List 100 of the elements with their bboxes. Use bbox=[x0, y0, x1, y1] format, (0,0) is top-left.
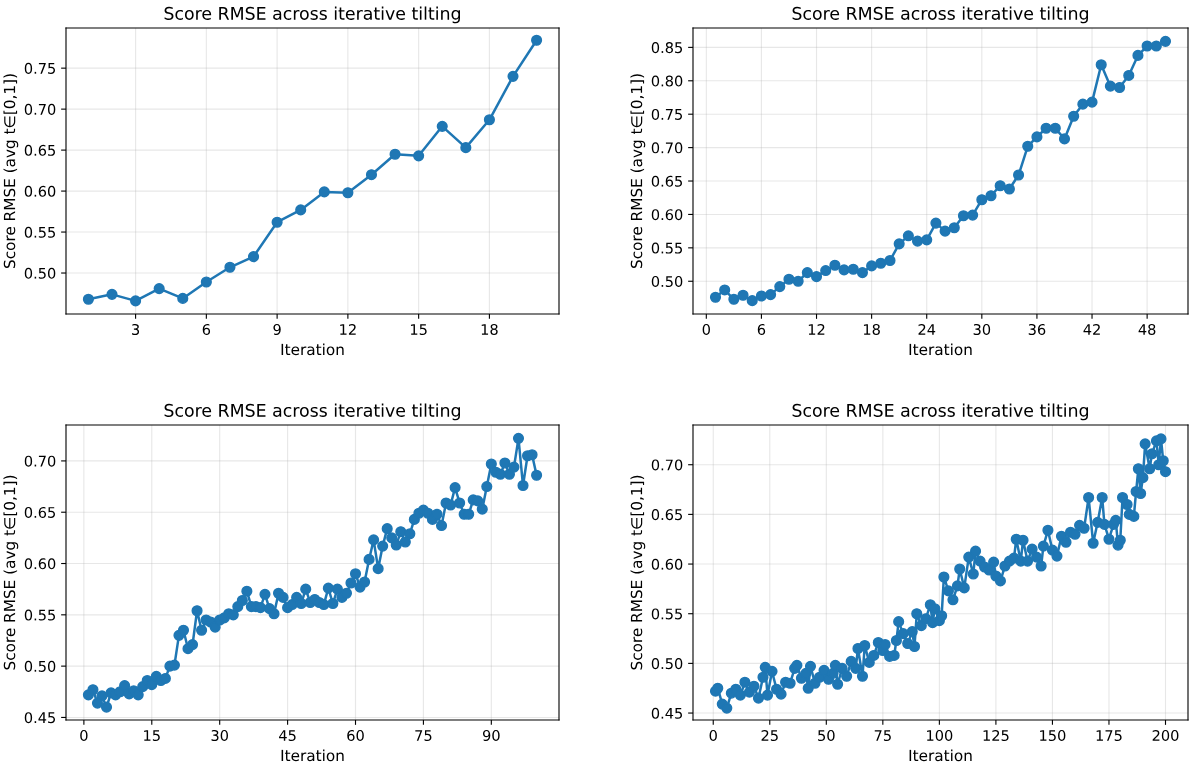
y-axis-title: Score RMSE (avg t∈[0,1]) bbox=[3, 74, 19, 269]
point bbox=[1086, 96, 1098, 108]
point bbox=[829, 259, 841, 271]
x-tick-label: 18 bbox=[481, 323, 498, 336]
point bbox=[1022, 140, 1034, 152]
y-tick-label: 0.85 bbox=[651, 42, 682, 54]
y-tick-label: 0.50 bbox=[24, 660, 56, 672]
point bbox=[224, 261, 236, 273]
y-tick-label: 0.60 bbox=[651, 558, 683, 570]
y-tick-label: 0.70 bbox=[24, 103, 56, 115]
chart-title: Score RMSE across iterative tilting bbox=[164, 403, 460, 421]
point bbox=[810, 271, 823, 283]
point bbox=[875, 257, 887, 269]
point bbox=[1040, 122, 1052, 134]
point bbox=[755, 290, 767, 302]
x-tick-label: 0 bbox=[80, 729, 88, 742]
point bbox=[1077, 98, 1089, 110]
point bbox=[994, 180, 1006, 192]
x-tick-label: 18 bbox=[863, 323, 880, 336]
x-tick-label: 200 bbox=[1152, 729, 1179, 742]
chart-title: Score RMSE across iterative tilting bbox=[792, 403, 1088, 421]
point bbox=[939, 225, 951, 237]
point bbox=[893, 238, 905, 250]
y-tick-label: 0.60 bbox=[651, 209, 683, 221]
point bbox=[1114, 81, 1126, 94]
x-tick-label: 175 bbox=[1096, 730, 1122, 742]
x-tick-label: 24 bbox=[918, 323, 936, 335]
y-tick-label: 0.65 bbox=[651, 509, 682, 521]
point bbox=[389, 148, 401, 160]
point bbox=[153, 283, 165, 295]
x-axis-title: Iteration bbox=[909, 343, 972, 356]
y-axis-title: Score RMSE (avg t∈[0,1]) bbox=[630, 475, 646, 670]
y-tick-label: 0.70 bbox=[651, 142, 683, 154]
point bbox=[792, 275, 804, 287]
point bbox=[483, 114, 495, 126]
point bbox=[976, 194, 988, 206]
point bbox=[1003, 183, 1015, 195]
y-tick-label: 0.45 bbox=[651, 707, 682, 719]
point bbox=[774, 281, 786, 293]
point bbox=[728, 293, 740, 305]
point bbox=[709, 291, 722, 303]
point bbox=[719, 284, 731, 296]
point bbox=[765, 289, 777, 301]
point bbox=[866, 260, 878, 272]
x-tick-label: 75 bbox=[874, 730, 891, 742]
x-tick-label: 30 bbox=[973, 323, 991, 336]
point bbox=[1058, 133, 1071, 145]
point bbox=[106, 288, 118, 300]
point bbox=[460, 142, 472, 154]
y-axis-title: Score RMSE (avg t∈[0,1]) bbox=[630, 74, 646, 269]
point bbox=[82, 293, 94, 305]
point bbox=[1013, 169, 1025, 181]
point bbox=[177, 292, 189, 304]
point bbox=[413, 150, 425, 162]
y-tick-label: 0.55 bbox=[24, 609, 55, 621]
x-tick-label: 3 bbox=[132, 323, 140, 336]
y-tick-label: 0.50 bbox=[651, 275, 683, 287]
point bbox=[967, 209, 979, 221]
point bbox=[247, 251, 260, 263]
y-tick-label: 0.50 bbox=[651, 658, 683, 670]
point bbox=[902, 230, 914, 242]
x-tick-label: 50 bbox=[818, 729, 835, 742]
x-tick-label: 90 bbox=[482, 729, 500, 742]
point bbox=[130, 295, 142, 307]
point bbox=[1095, 59, 1107, 71]
x-tick-label: 6 bbox=[202, 323, 211, 336]
point bbox=[930, 217, 942, 229]
x-tick-label: 100 bbox=[927, 729, 953, 742]
point bbox=[884, 254, 896, 267]
x-tick-label: 45 bbox=[279, 730, 296, 742]
point bbox=[783, 273, 795, 285]
x-tick-label: 125 bbox=[983, 729, 1009, 742]
x-tick-label: 0 bbox=[709, 729, 717, 742]
point bbox=[1049, 122, 1061, 134]
y-tick-label: 0.55 bbox=[24, 226, 55, 238]
point bbox=[1068, 110, 1080, 122]
point bbox=[957, 210, 970, 222]
y-axis-title: Score RMSE (avg t∈[0,1]) bbox=[3, 475, 19, 670]
x-tick-label: 9 bbox=[273, 323, 281, 336]
point bbox=[921, 234, 933, 246]
point bbox=[1132, 49, 1144, 61]
x-tick-label: 12 bbox=[808, 323, 825, 335]
x-tick-label: 75 bbox=[415, 730, 432, 742]
point bbox=[318, 186, 330, 198]
x-tick-label: 25 bbox=[761, 729, 778, 742]
y-tick-label: 0.65 bbox=[651, 175, 682, 187]
y-tick-label: 0.75 bbox=[651, 108, 682, 120]
point bbox=[1159, 35, 1172, 47]
y-tick-label: 0.45 bbox=[24, 712, 55, 724]
point bbox=[507, 70, 519, 82]
y-tick-label: 0.65 bbox=[24, 144, 55, 156]
y-tick-label: 0.70 bbox=[651, 459, 683, 471]
point bbox=[365, 169, 378, 181]
x-tick-label: 30 bbox=[211, 729, 228, 742]
x-tick-label: 0 bbox=[702, 323, 710, 336]
x-tick-label: 12 bbox=[340, 323, 356, 335]
point bbox=[985, 190, 997, 202]
point bbox=[737, 289, 749, 301]
chart-title: Score RMSE across iterative tilting bbox=[164, 6, 460, 24]
x-axis-title: Iteration bbox=[281, 749, 344, 762]
